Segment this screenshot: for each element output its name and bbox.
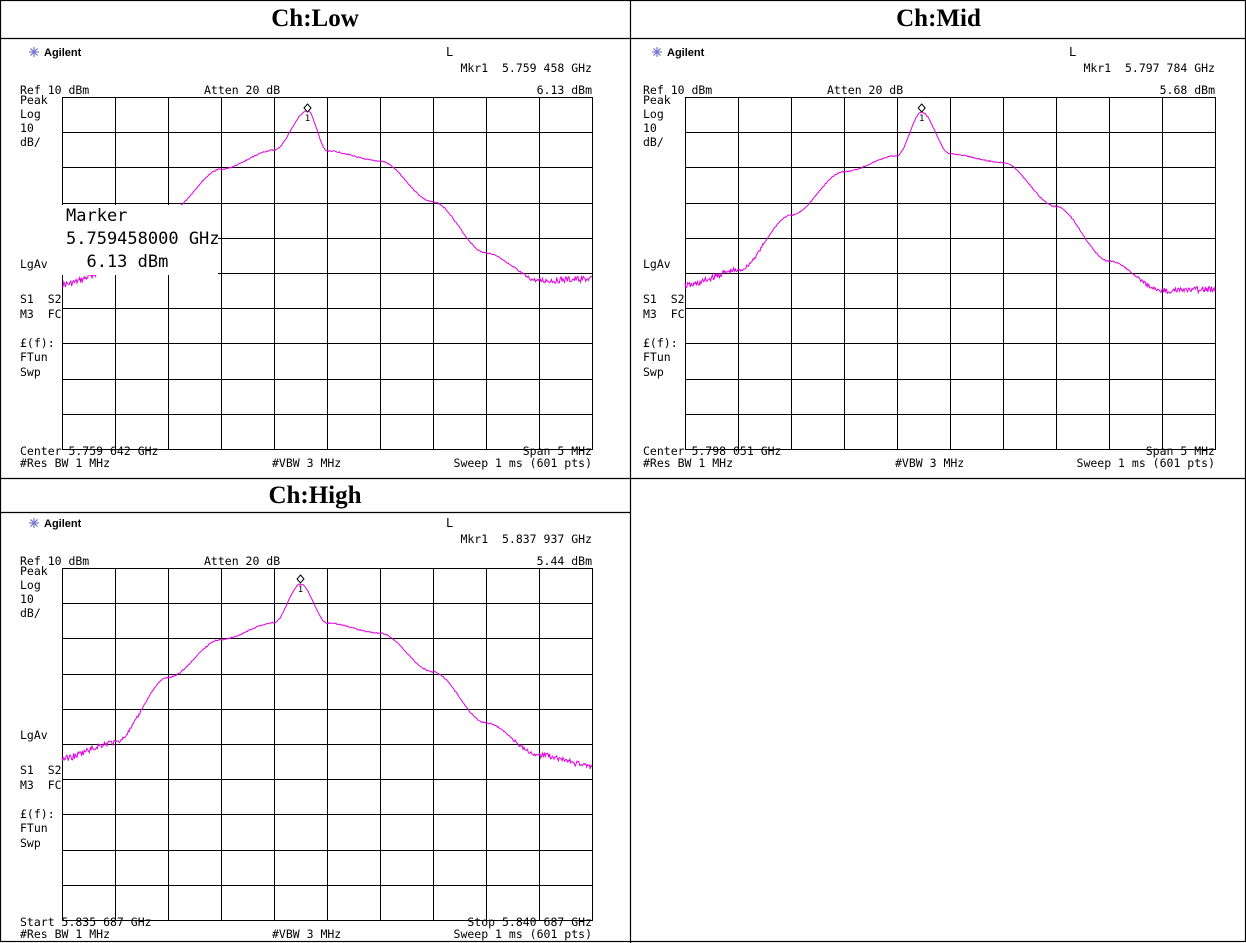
resolution-bandwidth: #Res BW 1 MHz (20, 456, 110, 470)
attenuation: Atten 20 dB (204, 83, 280, 97)
resolution-bandwidth: #Res BW 1 MHz (20, 927, 110, 941)
brand-logo-text: Agilent (44, 518, 82, 530)
footer-frequency-right: Span 5 MHz (1146, 444, 1215, 458)
spectrum-trace (684, 111, 1216, 295)
side-label: Log (20, 578, 41, 592)
side-label: LgAv (20, 257, 48, 271)
side-label: £(f): (643, 336, 678, 350)
video-bandwidth: #VBW 3 MHz (272, 927, 341, 941)
side-label: M3 FC (20, 778, 62, 792)
attenuation: Atten 20 dB (204, 554, 280, 568)
spectrum-trace (61, 583, 593, 770)
side-label: dB/ (20, 606, 41, 620)
side-label: £(f): (20, 336, 55, 350)
trigger-flag: L (446, 45, 453, 59)
marker-popup-line: Marker (66, 206, 127, 226)
agilent-logo-icon (652, 47, 662, 57)
side-label: FTun (643, 350, 671, 364)
graticule (62, 568, 593, 921)
marker-level-readout: 6.13 dBm (537, 83, 592, 97)
side-label: Log (643, 107, 664, 121)
footer-frequency-left: Center 5.798 051 GHz (643, 444, 781, 458)
side-label: S1 S2 (643, 292, 685, 306)
marker-frequency-readout: Mkr1 5.759 458 GHz (460, 61, 592, 75)
marker-diamond-icon (303, 103, 312, 113)
marker-frequency-readout: Mkr1 5.797 784 GHz (1083, 61, 1215, 75)
marker-diamond-icon (917, 103, 926, 113)
marker-level-readout: 5.68 dBm (1160, 83, 1215, 97)
agilent-logo-icon (29, 518, 39, 528)
side-label: S1 S2 (20, 292, 62, 306)
marker-popup-box (62, 205, 218, 275)
side-label: Swp (20, 836, 41, 850)
footer-frequency-left: Center 5.759 642 GHz (20, 444, 158, 458)
marker-number-label: 1 (305, 114, 310, 124)
side-label: dB/ (643, 135, 664, 149)
side-label: Peak (20, 93, 48, 107)
brand-logo-text: Agilent (44, 47, 82, 59)
spectrum-screenshot-mid: Agilent L Mkr1 5.797 784 GHz Ref 10 dBm Atte… (637, 42, 1219, 470)
side-label: £(f): (20, 807, 55, 821)
footer-frequency-right: Span 5 MHz (523, 444, 592, 458)
side-label: 10 (20, 592, 34, 606)
side-label: Swp (20, 365, 41, 379)
reference-level: Ref 10 dBm (643, 83, 712, 97)
marker-number-label: 1 (298, 585, 303, 595)
side-label: LgAv (20, 728, 48, 742)
side-label: M3 FC (643, 307, 685, 321)
spectrum-analyzer-display: Agilent L Mkr1 5.837 937 GHz Ref 10 dBm Atte… (20, 516, 593, 941)
side-label: M3 FC (20, 307, 62, 321)
marker-popup-line: 5.759458000 GHz (66, 229, 220, 249)
panel-title-high: Ch:High (268, 482, 362, 509)
footer-frequency-left: Start 5.835 687 GHz (20, 915, 152, 929)
sweep-time: Sweep 1 ms (601 pts) (1077, 456, 1215, 470)
side-label: S1 S2 (20, 763, 62, 777)
reference-level: Ref 10 dBm (20, 554, 89, 568)
panel-title-mid: Ch:Mid (896, 5, 981, 32)
sweep-time: Sweep 1 ms (601 pts) (454, 456, 592, 470)
side-label: dB/ (20, 135, 41, 149)
video-bandwidth: #VBW 3 MHz (272, 456, 341, 470)
agilent-logo-icon (29, 47, 39, 57)
sweep-time: Sweep 1 ms (601 pts) (454, 927, 592, 941)
video-bandwidth: #VBW 3 MHz (895, 456, 964, 470)
side-label: Peak (20, 564, 48, 578)
footer-frequency-right: Stop 5.840 687 GHz (467, 915, 592, 929)
reference-level: Ref 10 dBm (20, 83, 89, 97)
side-label: 10 (643, 121, 657, 135)
marker-popup-line: 6.13 dBm (66, 252, 168, 272)
spectrum-screenshot-low: Agilent L Mkr1 5.759 458 GHz Ref 10 dBm Atte… (14, 42, 596, 470)
spectrum-screenshot-high: Agilent L Mkr1 5.837 937 GHz Ref 10 dBm Atte… (14, 513, 596, 941)
side-label: Log (20, 107, 41, 121)
brand-logo-text: Agilent (667, 47, 705, 59)
trigger-flag: L (446, 516, 453, 530)
attenuation: Atten 20 dB (827, 83, 903, 97)
panel-title-low: Ch:Low (271, 5, 359, 32)
side-label: Peak (643, 93, 671, 107)
marker-level-readout: 5.44 dBm (537, 554, 592, 568)
side-label: FTun (20, 350, 48, 364)
spectrum-analyzer-display: Agilent L Mkr1 5.759 458 GHz Ref 10 dBm Atte… (20, 45, 593, 470)
graticule (685, 97, 1216, 450)
side-label: LgAv (643, 257, 671, 271)
trigger-flag: L (1069, 45, 1076, 59)
marker-frequency-readout: Mkr1 5.837 937 GHz (460, 532, 592, 546)
spectrum-analyzer-display: Agilent L Mkr1 5.797 784 GHz Ref 10 dBm Atte… (643, 45, 1216, 470)
marker-diamond-icon (296, 574, 305, 584)
resolution-bandwidth: #Res BW 1 MHz (643, 456, 733, 470)
side-label: Swp (643, 365, 664, 379)
side-label: FTun (20, 821, 48, 835)
side-label: 10 (20, 121, 34, 135)
marker-number-label: 1 (919, 114, 924, 124)
